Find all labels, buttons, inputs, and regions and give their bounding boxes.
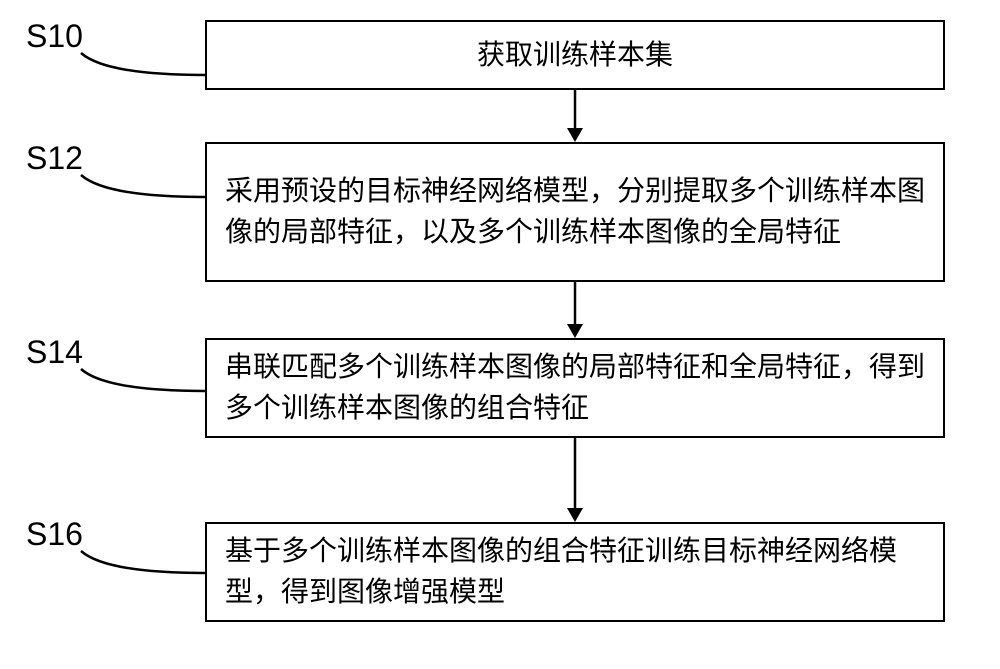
box-s12-text: 采用预设的目标神经网络模型，分别提取多个训练样本图像的局部特征，以及多个训练样本… — [225, 171, 925, 252]
curve-s14 — [0, 316, 210, 436]
arrow-s12-s14 — [555, 282, 595, 338]
box-s16-text: 基于多个训练样本图像的组合特征训练目标神经网络模型，得到图像增强模型 — [225, 531, 925, 612]
box-s12: 采用预设的目标神经网络模型，分别提取多个训练样本图像的局部特征，以及多个训练样本… — [205, 142, 945, 282]
curve-s10 — [0, 0, 210, 120]
box-s10: 获取训练样本集 — [205, 20, 945, 90]
arrow-s14-s16 — [555, 438, 595, 522]
box-s14-text: 串联匹配多个训练样本图像的局部特征和全局特征，得到多个训练样本图像的组合特征 — [225, 347, 925, 428]
curve-s16 — [0, 498, 210, 618]
curve-s12 — [0, 122, 210, 242]
box-s10-text: 获取训练样本集 — [477, 35, 673, 76]
flowchart-canvas: S10 获取训练样本集 S12 采用预设的目标神经网络模型，分别提取多个训练样本… — [0, 0, 1000, 669]
box-s16: 基于多个训练样本图像的组合特征训练目标神经网络模型，得到图像增强模型 — [205, 522, 945, 622]
box-s14: 串联匹配多个训练样本图像的局部特征和全局特征，得到多个训练样本图像的组合特征 — [205, 338, 945, 438]
arrow-s10-s12 — [555, 90, 595, 142]
